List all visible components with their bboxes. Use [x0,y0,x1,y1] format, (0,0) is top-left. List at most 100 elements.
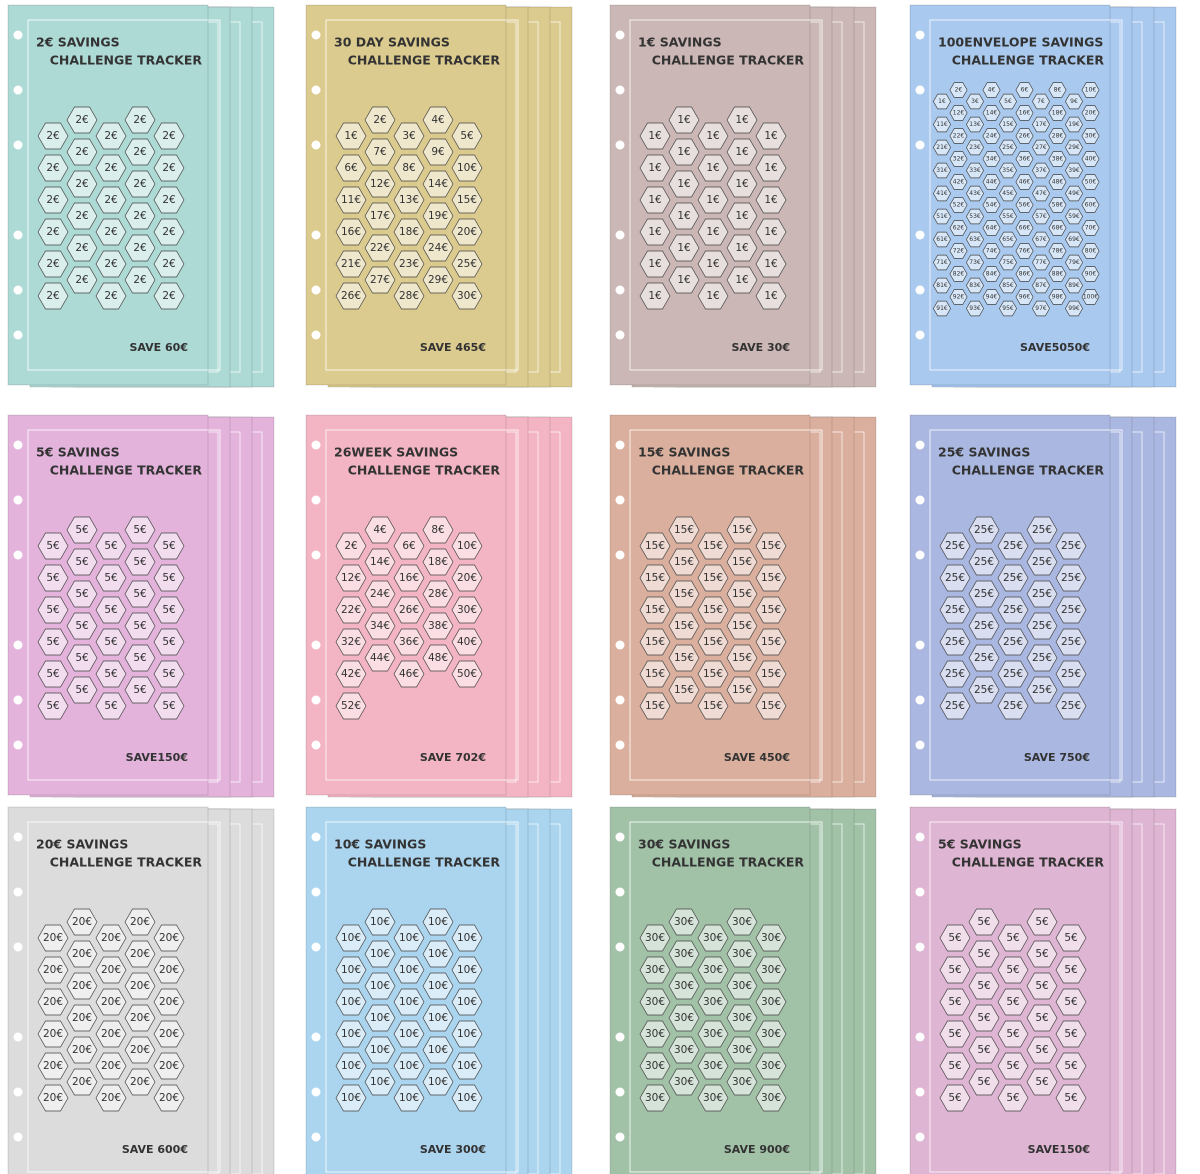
cell-label: 52€ [953,202,965,209]
hex-cell [335,282,367,310]
hex-cell [1026,1036,1058,1064]
punch-hole [13,285,23,295]
cell-label: 15€ [674,652,694,664]
cell-label: 19€ [1068,121,1080,128]
cell-label: 1€ [764,130,777,142]
punch-hole [311,495,321,505]
hex-cell [393,282,425,310]
hex-cell [726,170,758,198]
punch-hole [615,1032,625,1042]
hex-cell [997,924,1029,952]
cell-label: 15€ [703,540,723,552]
hex-cell [932,254,952,271]
hex-cell [1055,692,1087,720]
punch-hole [915,550,925,560]
hex-cell [639,988,671,1016]
cell-label: 10€ [370,1044,390,1056]
hex-cell [697,532,729,560]
cell-label: 2€ [104,290,117,302]
hex-cell [335,532,367,560]
hex-cell [37,596,69,624]
cell-label: 10€ [1085,87,1097,94]
cell-label: 30€ [761,932,781,944]
hex-cell [1015,105,1034,121]
cell-label: 15€ [732,556,752,568]
cell-label: 18€ [1052,110,1064,117]
cell-label: 30€ [732,1044,752,1056]
cell-label: 10€ [457,1092,477,1104]
hex-cell [153,1084,185,1112]
cell-label: 24€ [428,242,448,254]
cell-label: 10€ [341,1092,361,1104]
hex-cell [451,924,483,952]
hex-cell [393,186,425,214]
hex-cell [66,1004,98,1032]
hex-cell [1081,174,1100,190]
hex-cell [124,266,156,294]
cell-label: 30€ [1085,133,1097,140]
cell-label: 30€ [703,1028,723,1040]
hex-cell [364,612,396,640]
hex-cell [668,1036,700,1064]
hex-cell [451,660,483,688]
hex-cell [451,628,483,656]
cell-label: 1€ [648,226,661,238]
cell-label: 30€ [761,1060,781,1072]
hex-cell [124,516,156,544]
hex-cell [1081,197,1100,213]
cell-label: 12€ [953,110,965,117]
hex-cell [998,162,1018,179]
cell-label: 20€ [101,1028,121,1040]
punch-hole [915,440,925,450]
punch-hole [13,695,23,705]
punch-hole [13,550,23,560]
hex-cell [393,1052,425,1080]
cell-label: 2€ [162,162,175,174]
hex-cell [153,122,185,150]
hex-cell [982,220,1001,236]
hex-cell [1055,988,1087,1016]
cell-label: 25€ [1003,604,1023,616]
inner-border [629,821,823,1173]
cell-label: 30€ [761,1092,781,1104]
hex-cell [393,924,425,952]
hex-cell [393,628,425,656]
hex-cell [37,154,69,182]
cell-label: 25€ [1003,636,1023,648]
cell-label: 5€ [1064,1028,1077,1040]
cell-label: 20€ [159,1060,179,1072]
hex-cell [1081,289,1100,305]
punch-hole [311,740,321,750]
hex-cell [1031,277,1051,294]
cell-label: 5€ [1035,916,1048,928]
punch-hole [615,640,625,650]
punch-hole [915,640,925,650]
hex-cell [66,138,98,166]
cell-label: 20€ [72,1044,92,1056]
cell-label: 9€ [1070,98,1078,105]
hex-cell [37,532,69,560]
punch-hole [311,887,321,897]
hex-cell [1026,1068,1058,1096]
cell-label: 22€ [370,242,390,254]
hex-cell [998,208,1018,225]
cell-label: 28€ [1052,133,1064,140]
save-total: SAVE150€ [126,751,188,764]
cell-label: 10€ [457,1028,477,1040]
tracker-card: 15€ SAVINGS CHALLENGE TRACKER SAVE 450€ 15€… [609,414,877,798]
hex-cell [37,1052,69,1080]
hex-cell [451,154,483,182]
hex-cell [364,170,396,198]
cell-label: 5€ [46,636,59,648]
hex-cell [1015,128,1034,144]
hex-cell [949,266,968,282]
punch-hole [615,1132,625,1142]
hex-cell [726,644,758,672]
hex-cell [726,234,758,262]
hex-cell [95,122,127,150]
punch-hole [615,550,625,560]
hex-cell [997,1084,1029,1112]
hex-cell [422,234,454,262]
hex-cell [997,1052,1029,1080]
cell-label: 18€ [399,226,419,238]
